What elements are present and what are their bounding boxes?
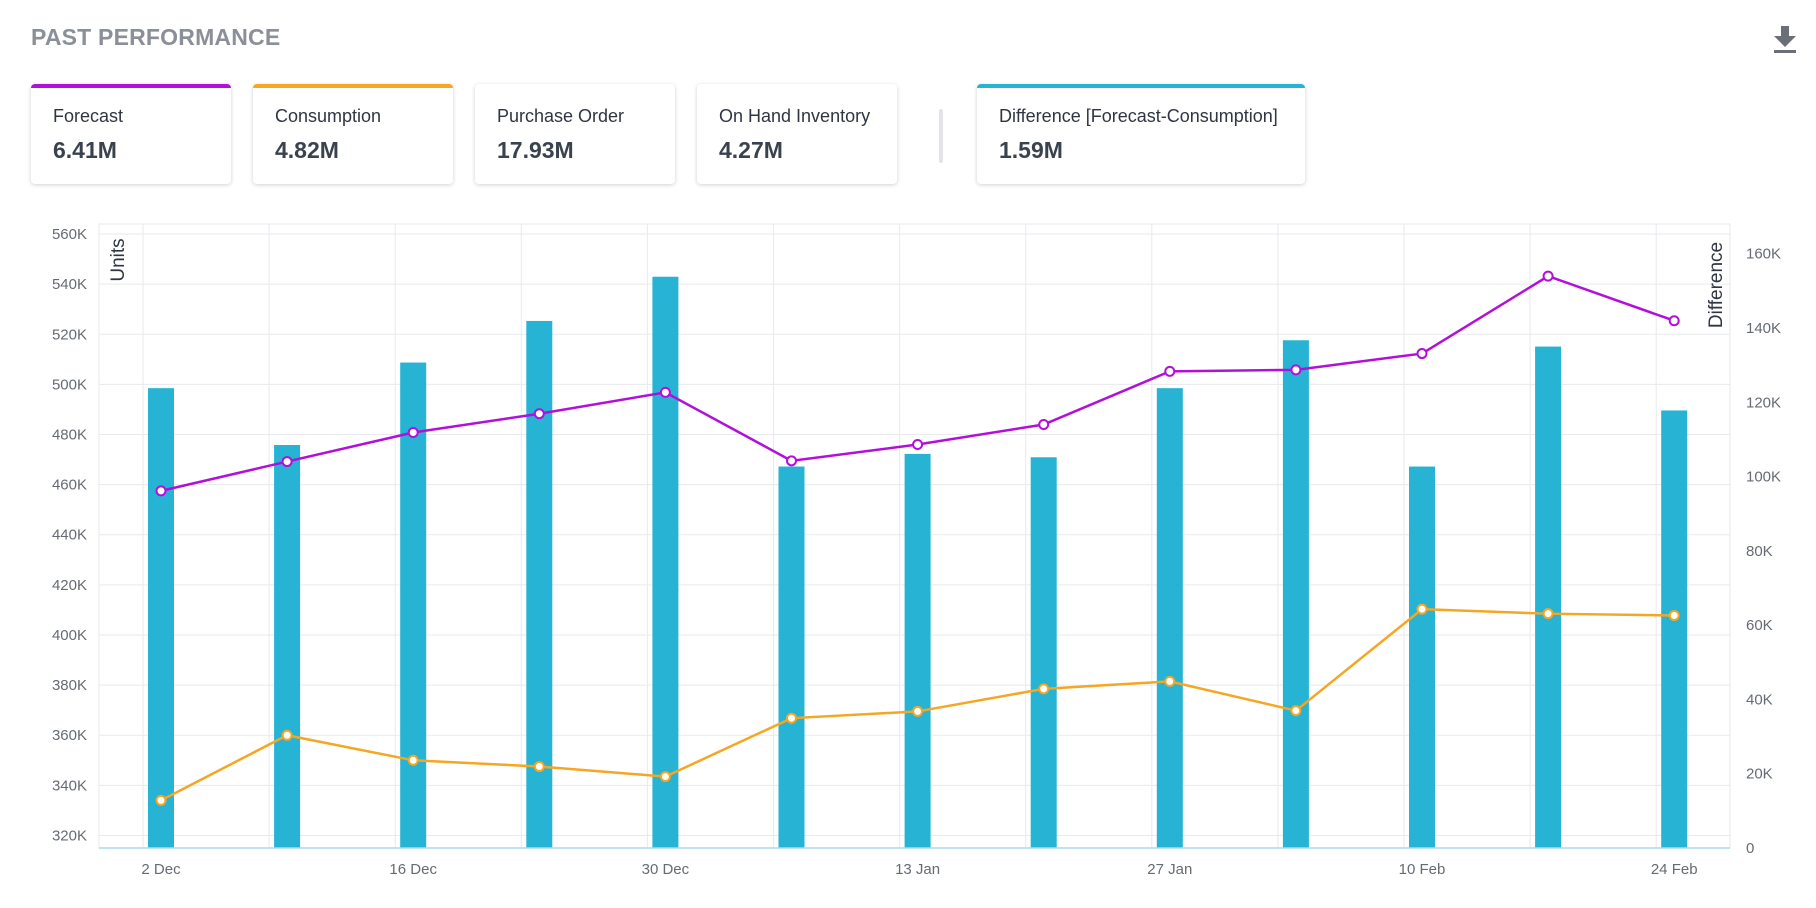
card-label: Consumption — [275, 106, 382, 126]
card-forecast: Forecast 6.41M — [31, 84, 231, 184]
y-tick-label: 380K — [52, 677, 87, 694]
download-icon — [1774, 26, 1796, 53]
point-forecast — [1668, 315, 1680, 327]
point-forecast — [1542, 270, 1554, 282]
point-forecast — [659, 386, 671, 398]
point-consumption — [155, 794, 167, 806]
card-accent-difference — [977, 84, 1305, 88]
card-value: 4.82M — [275, 137, 339, 163]
point-consumption — [281, 729, 293, 741]
bar-difference — [1661, 410, 1688, 848]
y-tick-label: 320K — [52, 827, 87, 844]
x-tick-label: 30 Dec — [642, 861, 690, 878]
point-consumption — [659, 771, 671, 783]
x-tick-label: 27 Jan — [1147, 861, 1192, 878]
card-difference: Difference [Forecast-Consumption] 1.59M — [977, 84, 1305, 184]
bar-difference — [778, 466, 805, 848]
point-forecast — [1164, 365, 1176, 377]
point-forecast — [533, 408, 545, 420]
point-forecast — [281, 456, 293, 468]
y2-tick-label: 80K — [1746, 543, 1773, 560]
y2-tick-label: 140K — [1746, 320, 1781, 337]
y-tick-label: 340K — [52, 777, 87, 794]
x-tick-label: 24 Feb — [1651, 861, 1698, 878]
y-tick-label: 540K — [52, 276, 87, 293]
point-consumption — [1542, 608, 1554, 620]
point-forecast — [407, 427, 419, 439]
y2-tick-label: 120K — [1746, 394, 1781, 411]
bar-difference — [1156, 388, 1183, 848]
y2-tick-label: 20K — [1746, 766, 1773, 783]
card-accent-consumption — [253, 84, 453, 88]
point-forecast — [912, 439, 924, 451]
card-accent-forecast — [31, 84, 231, 88]
card-value: 1.59M — [999, 137, 1063, 163]
y2-tick-label: 60K — [1746, 617, 1773, 634]
card-consumption: Consumption 4.82M — [253, 84, 453, 184]
bar-difference — [1535, 346, 1562, 848]
card-purchase-order: Purchase Order 17.93M — [475, 84, 675, 184]
point-consumption — [1164, 675, 1176, 687]
card-label: Difference [Forecast-Consumption] — [999, 106, 1278, 126]
y2-axis-title: Difference — [1706, 242, 1727, 328]
y2-tick-label: 0 — [1746, 840, 1754, 857]
point-consumption — [1290, 705, 1302, 717]
y2-tick-label: 160K — [1746, 246, 1781, 263]
point-forecast — [1290, 364, 1302, 376]
point-consumption — [407, 754, 419, 766]
point-consumption — [1038, 683, 1050, 695]
card-label: Purchase Order — [497, 106, 625, 126]
y-tick-label: 520K — [52, 326, 87, 343]
card-label: Forecast — [53, 106, 124, 126]
y-tick-label: 440K — [52, 527, 87, 544]
bar-difference — [400, 362, 427, 848]
y2-tick-label: 100K — [1746, 469, 1781, 486]
bar-difference — [904, 453, 931, 848]
bar-difference — [274, 445, 301, 848]
y-axis-title: Units — [108, 238, 129, 281]
point-consumption — [786, 712, 797, 724]
card-divider — [939, 109, 943, 163]
y-tick-label: 420K — [52, 577, 87, 594]
card-value: 4.27M — [719, 137, 783, 163]
y-tick-label: 480K — [52, 427, 87, 444]
x-tick-label: 10 Feb — [1399, 861, 1446, 878]
x-tick-label: 13 Jan — [895, 861, 940, 878]
point-forecast — [786, 455, 797, 467]
y-tick-label: 460K — [52, 477, 87, 494]
y-tick-label: 360K — [52, 727, 87, 744]
x-tick-label: 2 Dec — [141, 861, 181, 878]
x-tick-label: 16 Dec — [389, 861, 437, 878]
card-value: 17.93M — [497, 137, 574, 163]
y-tick-label: 500K — [52, 376, 87, 393]
card-on-hand-inventory: On Hand Inventory 4.27M — [697, 84, 897, 184]
point-forecast — [1416, 348, 1428, 360]
point-forecast — [155, 485, 167, 497]
y2-tick-label: 40K — [1746, 691, 1773, 708]
point-consumption — [1668, 609, 1680, 621]
point-forecast — [1038, 418, 1050, 430]
bar-difference — [652, 276, 679, 848]
bar-difference — [1030, 457, 1057, 848]
point-consumption — [912, 705, 924, 717]
point-consumption — [1416, 603, 1428, 615]
page-title: PAST PERFORMANCE — [31, 24, 281, 50]
y-tick-label: 400K — [52, 627, 87, 644]
point-consumption — [533, 761, 545, 773]
download-button[interactable] — [1772, 24, 1798, 54]
bar-difference — [1409, 466, 1435, 848]
y-tick-label: 560K — [52, 226, 87, 243]
bar-difference — [148, 388, 174, 848]
card-label: On Hand Inventory — [719, 106, 871, 126]
bar-difference — [1282, 340, 1309, 848]
card-value: 6.41M — [53, 137, 117, 163]
